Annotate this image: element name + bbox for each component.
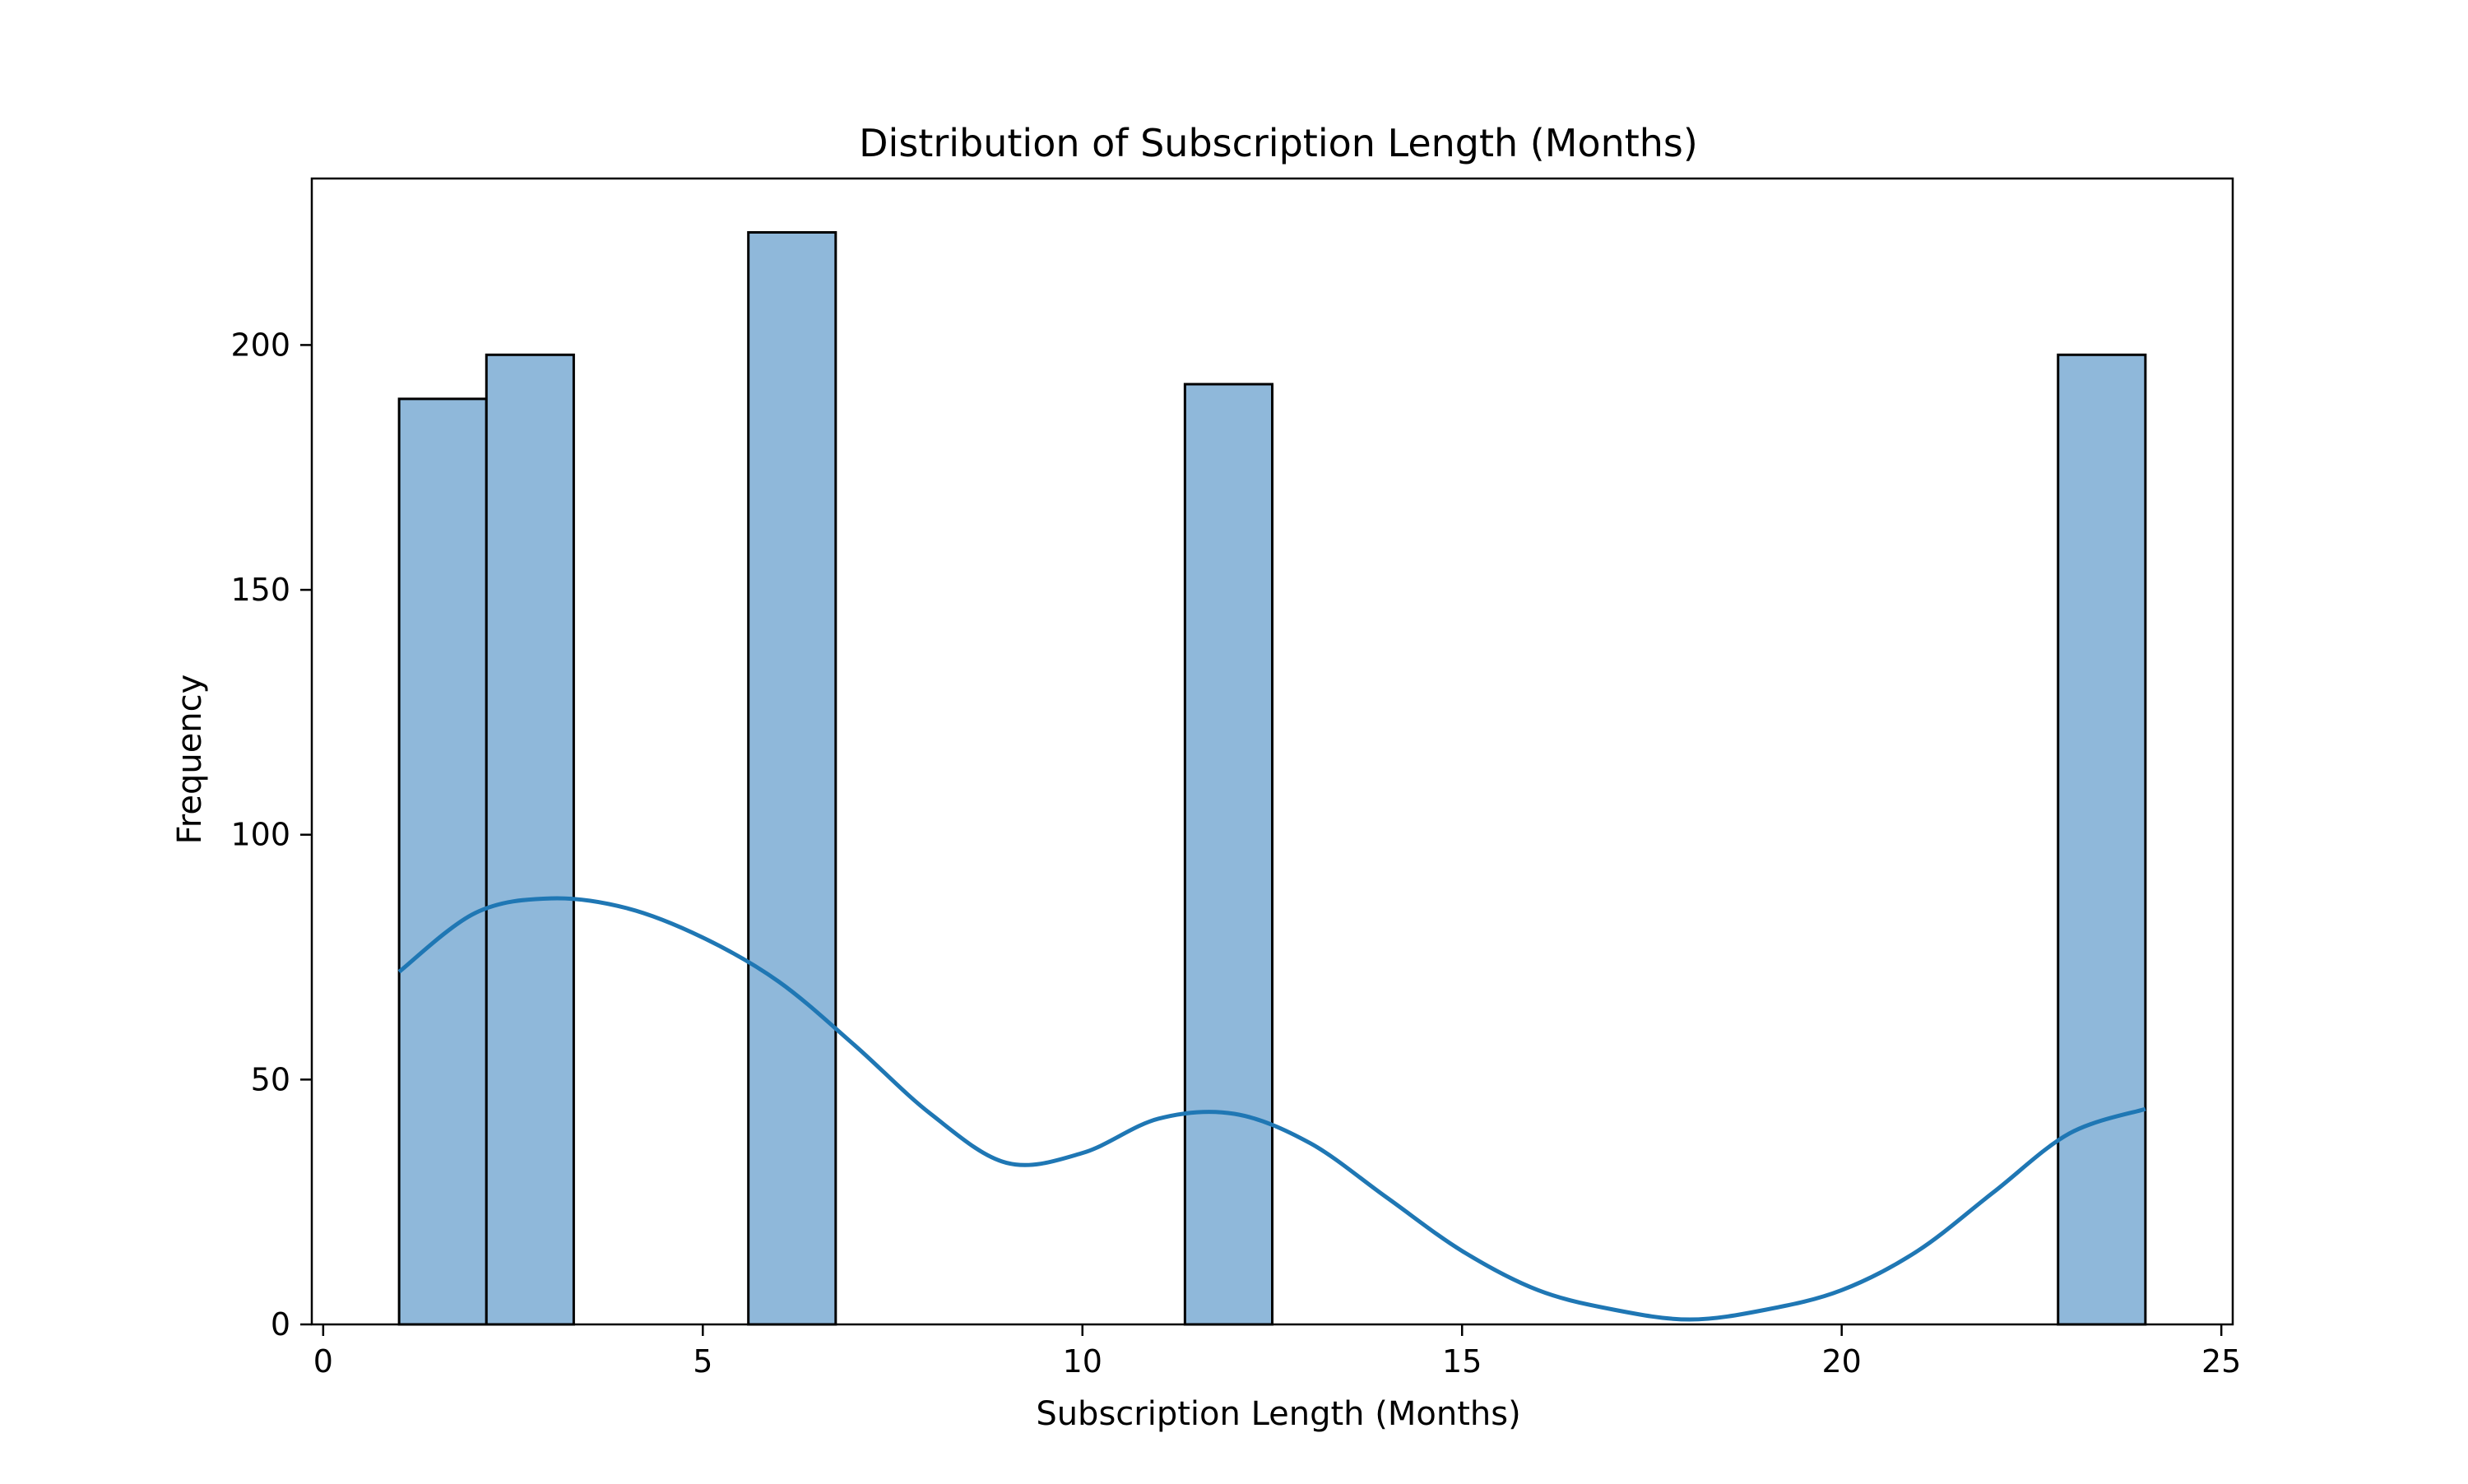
chart-title: Distribution of Subscription Length (Mon… xyxy=(859,121,1698,165)
histogram-bar xyxy=(1183,383,1274,1326)
y-tick-label: 100 xyxy=(230,817,290,853)
x-tick-label: 5 xyxy=(693,1343,712,1380)
bars-layer xyxy=(397,230,2147,1326)
y-axis-label: Frequency xyxy=(171,675,209,845)
y-axis: 0 50 100 150 200 xyxy=(230,327,312,1343)
x-tick-label: 0 xyxy=(313,1343,333,1380)
y-tick-label: 200 xyxy=(230,327,290,363)
kde-layer xyxy=(397,896,2146,1322)
histogram-bar xyxy=(485,353,575,1326)
x-axis: 0 5 10 15 20 25 xyxy=(313,1324,2241,1380)
histogram-bar xyxy=(747,230,837,1326)
x-tick-label: 20 xyxy=(1822,1343,1862,1380)
x-axis-label: Subscription Length (Months) xyxy=(1036,1395,1520,1433)
histogram-bar xyxy=(2057,353,2147,1326)
x-tick-label: 15 xyxy=(1442,1343,1482,1380)
plot-frame xyxy=(310,177,2234,1326)
y-tick-label: 50 xyxy=(251,1061,290,1097)
histogram-bar xyxy=(397,397,488,1326)
y-tick-label: 0 xyxy=(271,1306,290,1343)
x-tick-label: 25 xyxy=(2201,1343,2241,1380)
kde-curve xyxy=(397,896,2146,1322)
y-tick-label: 150 xyxy=(230,572,290,608)
x-tick-label: 10 xyxy=(1063,1343,1102,1380)
